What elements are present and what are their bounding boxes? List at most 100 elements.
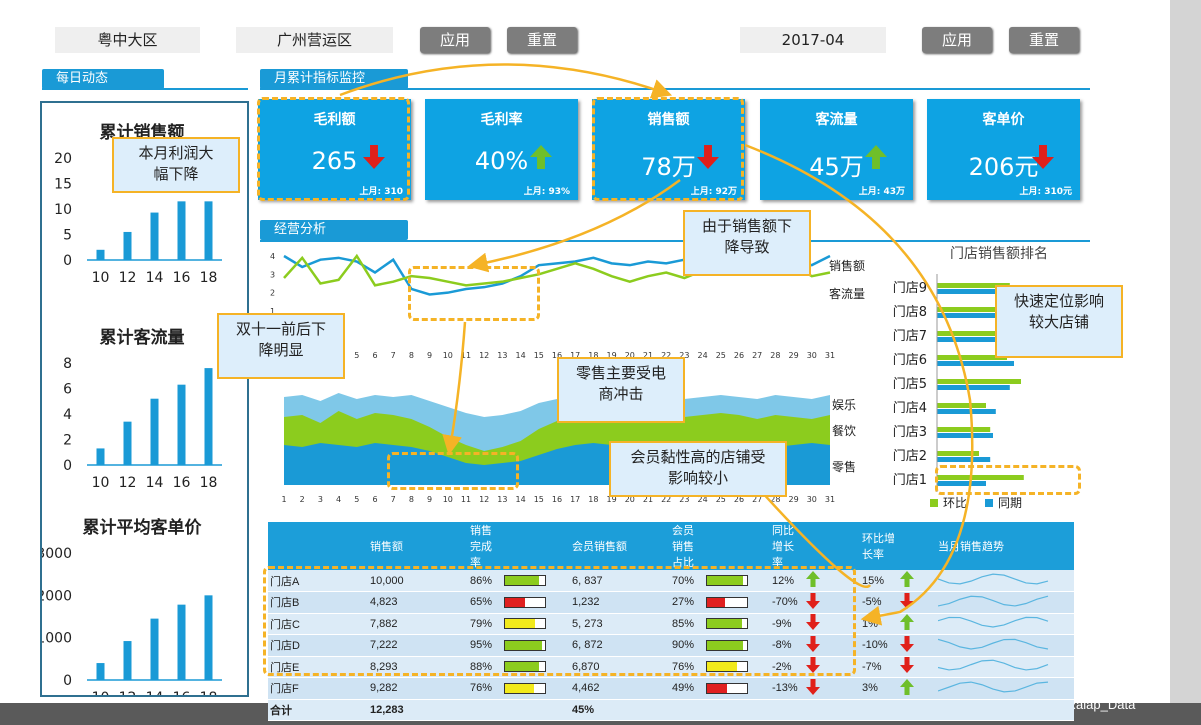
down-arrow-icon (806, 678, 820, 695)
x-tick-label: 14 (516, 495, 526, 504)
x-tick-label: 14 (146, 475, 164, 491)
callout-double11: 双十一前后下 降明显 (217, 313, 345, 379)
kpi-title: 客流量 (815, 112, 858, 128)
status-bar (504, 661, 546, 673)
kpi-card: 毛利率 40% 上月: 93% (425, 99, 578, 200)
right-gutter (1170, 0, 1201, 725)
apply-button[interactable]: 应用 (420, 27, 490, 53)
member-share-cell: 90% (670, 634, 704, 657)
x-tick-label: 16 (552, 495, 562, 504)
member-share-cell: 27% (670, 591, 704, 614)
member-sales-cell: 6, 837 (570, 570, 670, 592)
kpi-previous: 上月: 93% (523, 187, 570, 197)
up-arrow-icon (900, 571, 914, 587)
analysis-section-line (260, 240, 1090, 242)
x-tick-label: 28 (770, 495, 780, 504)
tongqi-bar (937, 409, 996, 414)
store-table: 销售额 销售完成率 会员销售额 会员销售占比 同比增长率 环比增长率 当月销售趋势 门店A … (268, 522, 1074, 721)
y-tick-label: 0 (63, 458, 72, 474)
reset-button[interactable]: 重置 (507, 27, 577, 53)
store-cell: 门店F (268, 677, 368, 700)
kpi-title: 毛利额 (313, 112, 356, 128)
bar (150, 618, 159, 680)
table-row[interactable]: 门店C 7,882 79% 5, 273 85% -9% 1% (268, 613, 1074, 635)
bar (123, 641, 132, 680)
yoy-cell: -2% (770, 656, 804, 678)
series-label: 零售 (832, 459, 856, 474)
store-ranking-chart: 门店9 门店8 门店7 门店6 门店5 门店4 门店3 门店2 门店1 环比 同期 (893, 274, 1024, 510)
daily-chart-title: 累计客流量 (100, 327, 185, 348)
x-tick-label: 2 (300, 495, 305, 504)
huanbi-bar (937, 355, 1007, 360)
member-share-cell: 70% (670, 570, 704, 592)
x-tick-label: 18 (588, 495, 598, 504)
legend-label: 环比 (943, 496, 967, 510)
member-share-cell: 76% (670, 656, 704, 678)
kpi-card: 毛利额 265 上月: 310 (258, 99, 411, 200)
rate-cell: 79% (468, 613, 502, 635)
bar (177, 201, 186, 260)
table-row[interactable]: 门店F 9,282 76% 4,462 49% -13% 3% (268, 677, 1074, 700)
table-row[interactable]: 门店E 8,293 88% 6,870 76% -2% -7% (268, 656, 1074, 678)
x-tick-label: 6 (372, 495, 377, 504)
y-tick-label: 15 (54, 177, 72, 193)
y-tick-label: 10 (54, 202, 72, 218)
down-arrow-icon (806, 592, 820, 609)
y-tick-label: 5 (63, 228, 72, 244)
status-bar (504, 575, 546, 587)
y-tick-label: 8 (63, 356, 72, 372)
status-bar (706, 618, 748, 630)
kpi-card: 销售额 78万 上月: 92万 (592, 99, 745, 200)
rate-cell: 95% (468, 634, 502, 657)
district-filter[interactable]: 广州营运区 (236, 27, 393, 53)
trend-sparkline (937, 595, 1049, 607)
status-bar (504, 618, 546, 630)
table-row[interactable]: 门店A 10,000 86% 6, 837 70% 12% 15% (268, 570, 1074, 592)
region-filter[interactable]: 粤中大区 (55, 27, 200, 53)
member-sales-cell: 6, 872 (570, 634, 670, 657)
apply-button-2[interactable]: 应用 (922, 27, 992, 53)
x-tick-label: 3 (318, 495, 323, 504)
x-tick-label: 16 (173, 690, 191, 695)
x-tick-label: 27 (752, 495, 762, 504)
up-arrow-icon (806, 571, 820, 587)
table-row[interactable]: 门店D 7,222 95% 6, 872 90% -8% -10% (268, 634, 1074, 657)
x-tick-label: 19 (607, 351, 617, 360)
x-tick-label: 10 (443, 351, 453, 360)
monthly-section-title: 月累计指标监控 (260, 69, 408, 89)
x-tick-label: 12 (479, 351, 489, 360)
bar (204, 368, 213, 465)
column-header: 会员销售占比 (670, 522, 704, 570)
x-tick-label: 24 (698, 495, 708, 504)
legend-label: 同期 (998, 496, 1022, 510)
bar (177, 604, 186, 680)
kpi-title: 客单价 (982, 112, 1025, 128)
x-tick-label: 30 (807, 495, 817, 504)
daily-section-title: 每日动态 (42, 69, 164, 89)
store-cell: 门店E (268, 656, 368, 678)
huanbi-bar (937, 307, 1021, 312)
up-arrow-icon (900, 614, 914, 631)
x-tick-label: 4 (336, 495, 341, 504)
mom-cell: 3% (860, 677, 898, 700)
bar (96, 249, 105, 260)
x-tick-label: 31 (825, 351, 835, 360)
x-tick-label: 25 (716, 351, 726, 360)
reset-button-2[interactable]: 重置 (1009, 27, 1079, 53)
store-label: 门店7 (893, 329, 927, 344)
x-tick-label: 22 (661, 351, 671, 360)
store-label: 门店2 (893, 449, 927, 464)
kpi-value: 78万 (641, 153, 696, 181)
rate-cell: 88% (468, 656, 502, 678)
x-tick-label: 29 (789, 351, 799, 360)
rate-cell: 86% (468, 570, 502, 592)
tongqi-bar (937, 481, 986, 486)
down-arrow-icon (363, 145, 385, 169)
x-tick-label: 29 (789, 495, 799, 504)
column-header: 环比增长率 (860, 522, 898, 570)
kpi-card: 客流量 45万 上月: 43万 (760, 99, 913, 200)
month-filter[interactable]: 2017-04 (740, 27, 886, 53)
huanbi-bar (937, 403, 986, 408)
x-tick-label: 14 (146, 270, 164, 286)
